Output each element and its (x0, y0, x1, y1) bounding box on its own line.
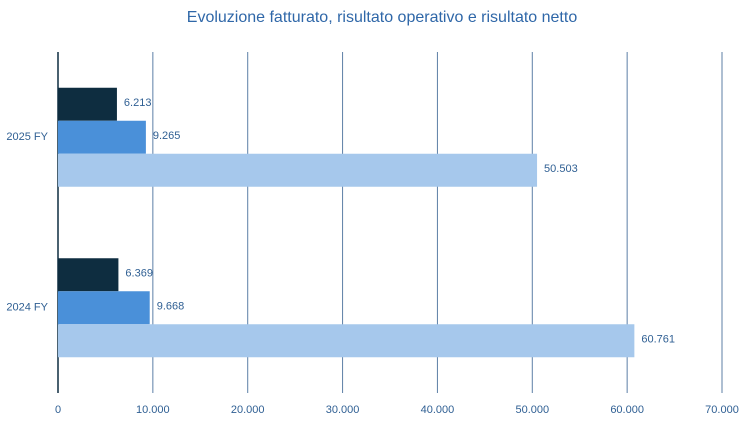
bar (58, 87, 117, 121)
y-tick-label: 2024 FY (6, 302, 48, 314)
value-label: 9.265 (153, 130, 181, 142)
y-tick-label: 2025 FY (6, 131, 48, 143)
x-tick-label: 70.000 (705, 404, 739, 416)
x-tick-label: 20.000 (231, 404, 265, 416)
value-label: 9.668 (157, 301, 185, 313)
x-tick-label: 30.000 (326, 404, 360, 416)
x-tick-label: 40.000 (421, 404, 455, 416)
bar (58, 153, 538, 187)
bar (58, 120, 146, 154)
x-tick-label: 60.000 (610, 404, 644, 416)
x-tick-label: 0 (55, 404, 61, 416)
x-tick-label: 50.000 (515, 404, 549, 416)
chart-title: Evoluzione fatturato, risultato operativ… (187, 9, 578, 26)
value-label: 60.761 (641, 334, 675, 346)
bar (58, 258, 119, 292)
value-label: 6.369 (125, 268, 153, 280)
bar (58, 324, 635, 358)
bar (58, 291, 150, 325)
value-label: 50.503 (544, 163, 578, 175)
value-label: 6.213 (124, 97, 152, 109)
x-tick-label: 10.000 (136, 404, 170, 416)
